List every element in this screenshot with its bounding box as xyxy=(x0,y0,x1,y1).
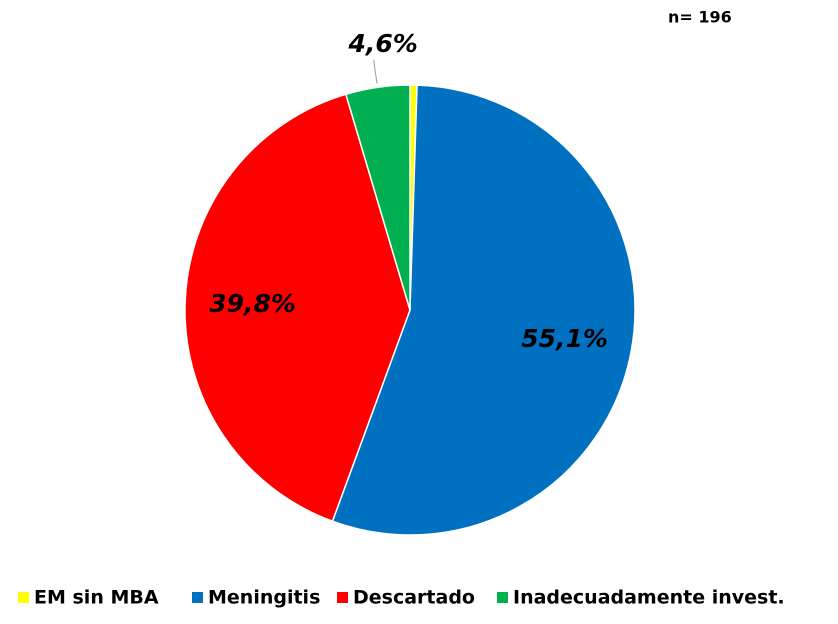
legend-label: Descartado xyxy=(353,587,475,609)
value-label: 39,8% xyxy=(209,289,296,318)
value-label: 4,6% xyxy=(347,29,417,58)
legend-swatch xyxy=(497,592,508,603)
pie-slice xyxy=(184,93,411,523)
legend-label: EM sin MBA xyxy=(34,587,159,609)
value-label: 55,1% xyxy=(521,324,608,353)
annotation: n= 196 xyxy=(668,8,732,27)
pie-slice xyxy=(331,84,636,536)
legend-label: Inadecuadamente invest. xyxy=(513,587,785,609)
legend-label: Meningitis xyxy=(208,587,320,609)
pie-slice xyxy=(344,84,411,311)
legend-swatch xyxy=(192,592,203,603)
legend-swatch xyxy=(337,592,348,603)
leader-line xyxy=(373,59,378,84)
legend-swatch xyxy=(18,592,29,603)
